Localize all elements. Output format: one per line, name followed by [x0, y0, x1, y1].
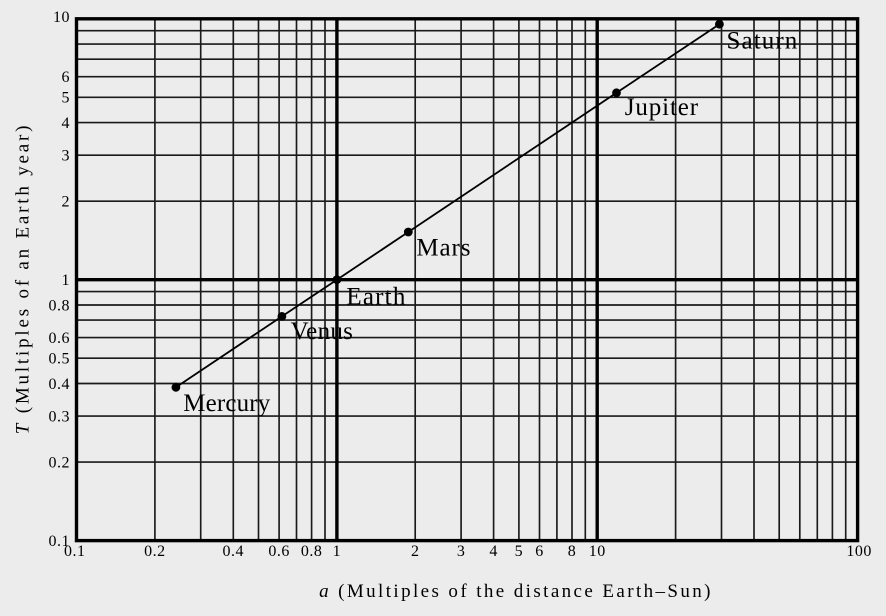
svg-text:a (Multiples of the distance E: a (Multiples of the distance Earth–Sun) [319, 581, 713, 602]
svg-text:0.1: 0.1 [64, 543, 86, 560]
svg-text:0.4: 0.4 [49, 376, 71, 393]
svg-text:5: 5 [62, 90, 71, 107]
svg-text:100: 100 [846, 543, 872, 560]
svg-text:T (Multiples of an Earth year): T (Multiples of an Earth year) [12, 123, 33, 434]
svg-text:3: 3 [457, 543, 466, 560]
svg-text:0.8: 0.8 [49, 297, 71, 314]
svg-text:0.5: 0.5 [49, 351, 71, 368]
svg-text:0.4: 0.4 [223, 543, 245, 560]
svg-text:6: 6 [535, 543, 544, 560]
svg-text:0.1: 0.1 [49, 533, 71, 550]
svg-text:0.2: 0.2 [49, 454, 71, 471]
svg-text:Saturn: Saturn [727, 27, 799, 54]
svg-text:6: 6 [62, 69, 71, 86]
svg-text:2: 2 [62, 194, 71, 211]
svg-text:0.6: 0.6 [49, 330, 71, 347]
svg-text:Venus: Venus [291, 318, 354, 345]
svg-text:0.3: 0.3 [49, 408, 71, 425]
svg-text:4: 4 [489, 543, 498, 560]
svg-text:1: 1 [333, 543, 342, 560]
svg-text:3: 3 [62, 148, 71, 165]
svg-text:1: 1 [62, 272, 71, 289]
svg-text:Mercury: Mercury [183, 390, 270, 417]
svg-text:0.8: 0.8 [301, 543, 323, 560]
svg-text:Jupiter: Jupiter [625, 94, 699, 121]
svg-text:2: 2 [411, 543, 420, 560]
svg-text:10: 10 [589, 543, 606, 560]
svg-text:0.6: 0.6 [268, 543, 290, 560]
svg-text:Earth: Earth [346, 283, 406, 310]
svg-text:0.2: 0.2 [144, 543, 166, 560]
svg-text:10: 10 [53, 9, 70, 26]
svg-text:5: 5 [515, 543, 524, 560]
svg-text:4: 4 [62, 115, 71, 132]
svg-text:Mars: Mars [416, 234, 471, 261]
svg-text:8: 8 [568, 543, 577, 560]
